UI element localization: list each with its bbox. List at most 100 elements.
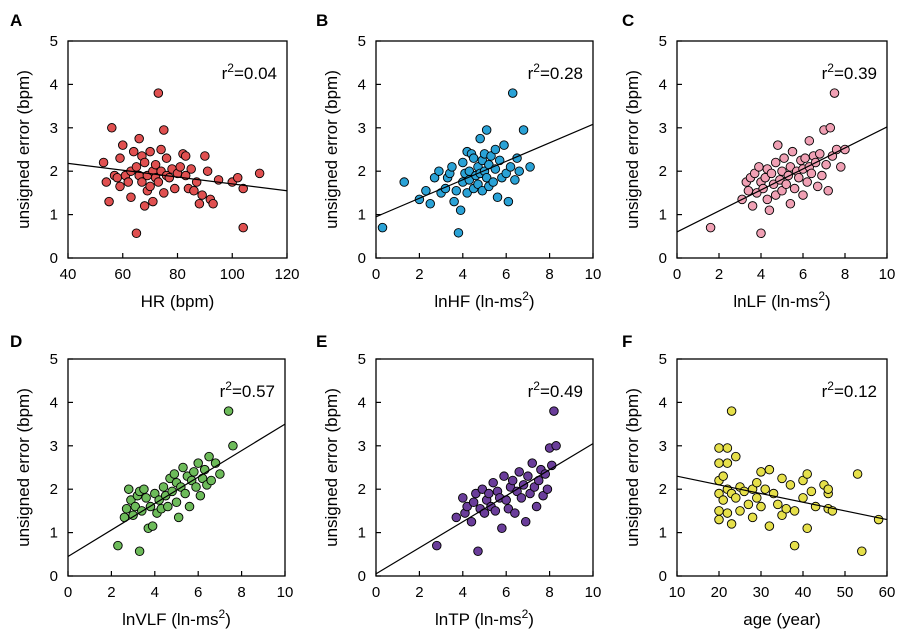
data-point <box>173 512 184 523</box>
y-tick-label: 3 <box>358 120 366 137</box>
x-tick-label: 10 <box>585 584 602 601</box>
data-point <box>130 501 141 512</box>
data-point <box>779 153 789 163</box>
x-tick-label: 60 <box>879 584 896 601</box>
data-point <box>804 136 815 146</box>
regression-line <box>67 162 288 192</box>
data-point <box>232 172 243 183</box>
y-axis-title: unsigned error (bpm) <box>14 70 33 229</box>
data-point <box>113 540 123 551</box>
data-point <box>451 512 462 523</box>
data-point <box>821 159 831 170</box>
data-point <box>492 192 503 202</box>
x-tick-label: 50 <box>837 584 854 601</box>
data-point <box>802 177 812 187</box>
x-axis-title-text: lnHF (ln-ms <box>434 292 522 311</box>
data-point <box>714 514 724 525</box>
data-point <box>789 540 800 551</box>
data-point <box>112 172 123 183</box>
x-tick-label: 80 <box>169 266 186 283</box>
data-point <box>462 501 472 512</box>
data-point <box>770 157 781 168</box>
x-tick-label: 120 <box>274 266 299 283</box>
data-point <box>490 144 501 155</box>
y-tick-label: 5 <box>659 33 667 50</box>
data-point <box>432 540 442 551</box>
panel-a: A 40 60 80 100 120 0 1 2 3 4 5 HR (bpm) unsigned erro… <box>10 11 300 311</box>
data-point <box>451 185 462 196</box>
y-tick-label: 3 <box>50 438 58 455</box>
data-point <box>490 506 501 516</box>
x-axis-title: lnTP (ln-ms2) <box>435 607 534 629</box>
data-point <box>756 228 766 239</box>
data-point <box>507 475 518 486</box>
x-tick-label: 4 <box>459 584 467 601</box>
data-point <box>189 185 199 196</box>
x-axis-title-sup: 2 <box>522 289 529 303</box>
data-point <box>191 482 201 492</box>
data-point <box>449 196 459 207</box>
data-point <box>158 482 169 492</box>
y-tick-label: 4 <box>659 394 667 411</box>
data-point <box>131 162 142 172</box>
data-point <box>726 519 737 529</box>
data-point <box>145 181 155 192</box>
data-point <box>549 406 559 416</box>
r-squared-prefix: r <box>222 64 228 83</box>
y-tick-label: 3 <box>50 120 58 137</box>
data-point <box>735 506 745 516</box>
data-point <box>806 168 817 179</box>
y-tick-label: 0 <box>659 250 667 267</box>
data-point <box>153 177 164 187</box>
x-axis-title-sup: 2 <box>219 607 226 621</box>
data-point <box>228 441 238 451</box>
data-point <box>139 484 149 494</box>
r-squared-label: r2=0.57 <box>220 379 275 401</box>
data-point <box>789 183 800 194</box>
x-axis-title-end: ) <box>528 610 534 629</box>
y-axis-title: unsigned error (bpm) <box>623 70 642 229</box>
panel-f: F 10 20 30 40 50 60 0 1 2 3 4 5 age (year) unsigned er… <box>622 332 895 629</box>
data-point <box>180 488 190 499</box>
data-point <box>497 523 507 534</box>
data-point <box>739 486 749 497</box>
x-tick-label: 40 <box>60 266 77 283</box>
x-tick-label: 6 <box>799 266 807 283</box>
data-point <box>760 484 770 494</box>
data-point <box>447 162 457 172</box>
y-tick-label: 1 <box>50 525 58 542</box>
regression-line <box>375 443 594 575</box>
data-point <box>731 451 741 462</box>
data-point <box>115 181 125 192</box>
data-point <box>147 521 158 531</box>
x-tick-label: 20 <box>711 584 728 601</box>
x-tick-label: 100 <box>220 266 245 283</box>
data-point <box>477 484 488 494</box>
r-squared-sup: 2 <box>533 379 540 393</box>
data-point <box>503 503 514 514</box>
data-point <box>488 177 498 187</box>
y-tick-label: 4 <box>50 76 58 93</box>
data-point <box>169 469 180 479</box>
x-tick-label: 60 <box>114 266 131 283</box>
data-point <box>802 523 812 534</box>
x-tick-label: 2 <box>107 584 115 601</box>
panel-letter: E <box>316 332 327 351</box>
regression-line <box>676 475 888 521</box>
y-tick-label: 5 <box>50 351 58 368</box>
data-point <box>718 495 728 505</box>
x-axis-title: lnLF (ln-ms2) <box>733 289 830 311</box>
y-axis-title: unsigned error (bpm) <box>623 388 642 547</box>
data-point <box>764 521 775 531</box>
x-tick-label: 4 <box>459 266 467 283</box>
x-axis-title-text: lnTP (ln-ms <box>435 610 522 629</box>
data-point <box>538 490 548 501</box>
x-tick-label: 0 <box>372 584 380 601</box>
data-point <box>785 198 796 209</box>
x-axis-title-end: ) <box>225 610 231 629</box>
r-squared-label: r2=0.39 <box>822 61 877 83</box>
r-squared-prefix: r <box>822 382 828 401</box>
data-point <box>531 501 542 512</box>
regression-line <box>676 126 888 233</box>
